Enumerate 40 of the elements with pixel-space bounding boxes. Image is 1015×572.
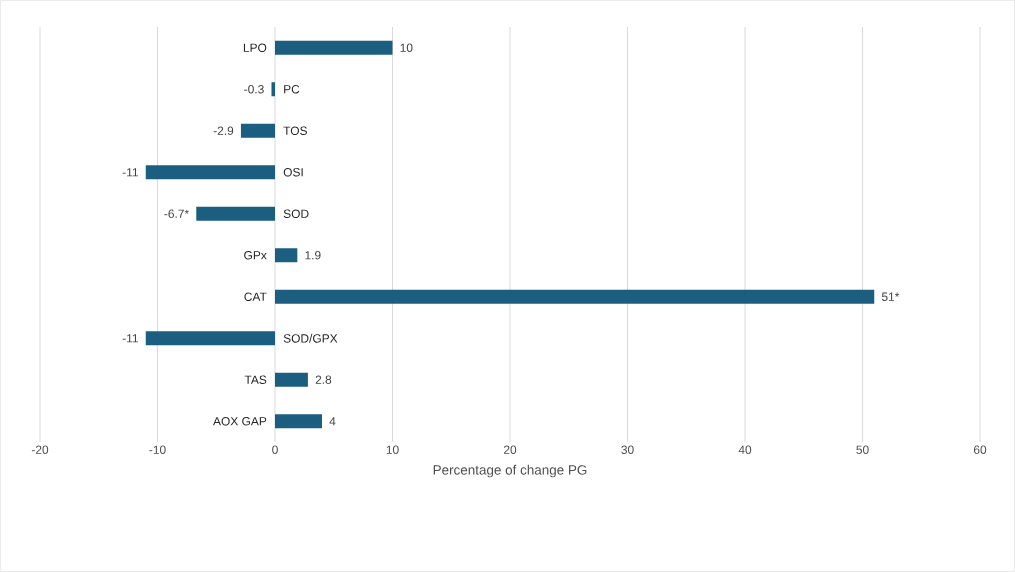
x-tick-label: 30	[621, 445, 634, 454]
y-tick-label: OSI	[283, 168, 303, 177]
y-tick-label: SOD	[283, 209, 309, 218]
bar	[240, 123, 275, 138]
bar	[275, 248, 298, 263]
x-tick-label: 40	[738, 445, 752, 454]
y-tick-label: TAS	[244, 375, 267, 384]
x-tick-label: 10	[386, 445, 399, 454]
bar	[275, 414, 322, 429]
data-label: -2.9	[213, 126, 234, 135]
y-tick-label: GPx	[244, 251, 267, 260]
bar	[196, 206, 275, 221]
data-label: -6.7*	[164, 209, 189, 218]
bar	[275, 289, 875, 304]
bar	[145, 331, 275, 346]
y-tick-label: TOS	[283, 126, 307, 135]
data-label: 51*	[881, 292, 900, 301]
y-tick-label: LPO	[243, 43, 267, 52]
bar	[275, 40, 393, 55]
x-tick-label: 60	[973, 445, 987, 454]
data-label: 10	[400, 43, 413, 52]
y-tick-label: CAT	[244, 292, 267, 301]
data-label: 1.9	[305, 251, 321, 260]
x-tick-label: -10	[149, 445, 166, 454]
x-tick-label: 20	[503, 445, 517, 454]
data-label: 4	[329, 417, 336, 426]
y-tick-label: PC	[284, 85, 300, 94]
data-label: -0.3	[244, 85, 264, 94]
data-label: -11	[122, 168, 138, 177]
bar	[271, 82, 275, 97]
x-tick-label: -20	[31, 445, 49, 454]
y-tick-label: SOD/GPX	[283, 333, 338, 343]
bar	[145, 165, 275, 180]
y-tick-label: AOX GAP	[213, 417, 267, 426]
x-tick-label: 0	[272, 445, 278, 454]
x-tick-label: 50	[856, 445, 869, 454]
bar	[275, 372, 308, 387]
data-label: -11	[122, 334, 138, 343]
x-axis-title: Percentage of change PG	[433, 464, 587, 478]
data-label: 2.8	[315, 375, 332, 384]
